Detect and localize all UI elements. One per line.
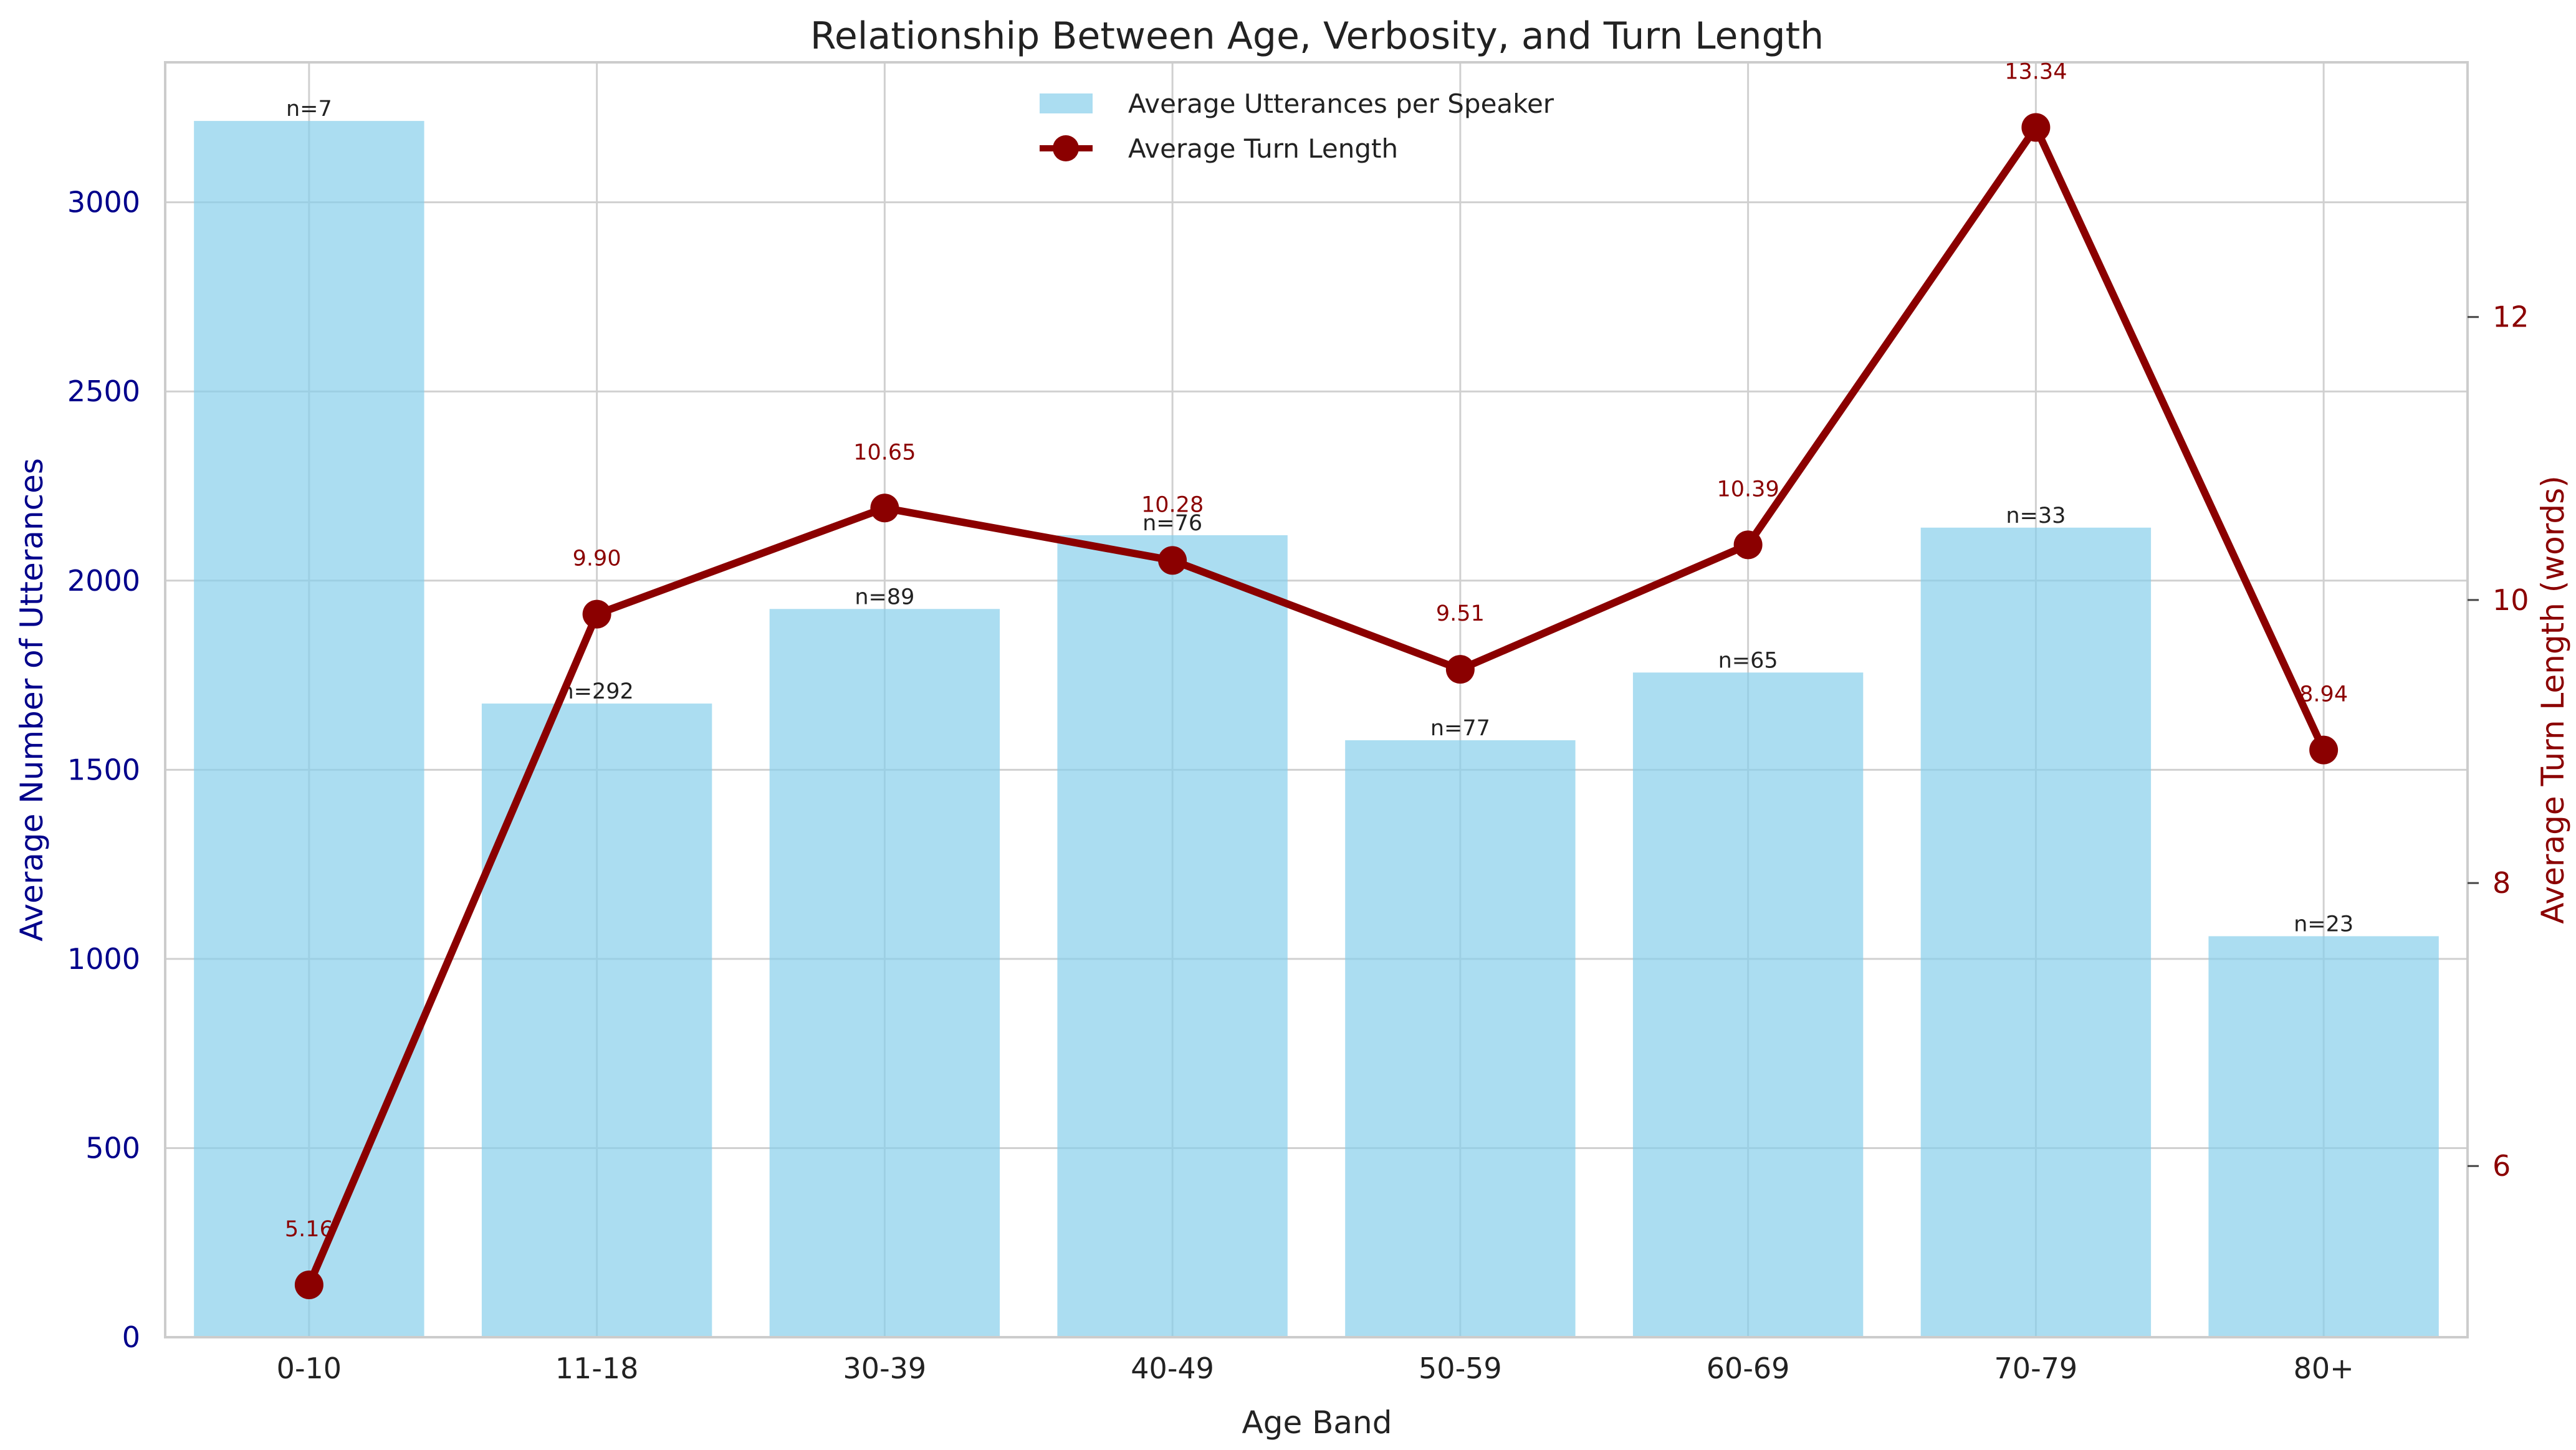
- turn-length-line: [294, 113, 2339, 1299]
- left-tick-label: 500: [85, 1131, 140, 1165]
- legend-bar-label: Average Utterances per Speaker: [1128, 88, 1554, 119]
- x-tick-label: 60-69: [1707, 1352, 1790, 1385]
- turn-length-value-label: 9.90: [573, 546, 621, 571]
- x-tick-label: 80+: [2294, 1352, 2354, 1385]
- right-axis-label: Average Turn Length (words): [2535, 475, 2571, 923]
- x-tick-label: 50-59: [1419, 1352, 1502, 1385]
- legend-bar-swatch: [1040, 93, 1093, 113]
- bar-count-label: n=33: [2006, 503, 2066, 528]
- x-tick-label: 11-18: [555, 1352, 639, 1385]
- bar-11-18: [481, 704, 712, 1337]
- turn-length-point-0-10: [294, 1270, 323, 1299]
- plot-frame: [164, 61, 2469, 1338]
- bar-0-10: [194, 121, 424, 1337]
- x-axis-label: Age Band: [1242, 1405, 1392, 1441]
- x-tick-label: 0-10: [277, 1352, 342, 1385]
- bar-count-label: n=76: [1142, 511, 1202, 536]
- bar-count-label: n=77: [1430, 716, 1490, 741]
- turn-length-value-label: 13.34: [2004, 59, 2067, 84]
- chart-title: Relationship Between Age, Verbosity, and…: [810, 14, 1824, 58]
- left-tick-label: 1000: [67, 942, 140, 976]
- turn-length-point-40-49: [1158, 546, 1187, 575]
- bar-count-label: n=292: [560, 679, 633, 704]
- right-axis-ticks: 6 8 10 12: [2468, 300, 2529, 1183]
- right-tick-label: 8: [2492, 866, 2511, 900]
- left-axis-ticks: 0 500 1000 1500 2000 2500 3000: [67, 186, 140, 1354]
- turn-length-point-60-69: [1733, 530, 1763, 560]
- bar-30-39: [769, 609, 1000, 1337]
- bar-80+: [2208, 936, 2439, 1337]
- bar-60-69: [1632, 672, 1864, 1337]
- legend-line-label: Average Turn Length: [1128, 133, 1398, 164]
- turn-length-value-label: 5.16: [285, 1217, 333, 1242]
- bar-labels: n=7 n=292 n=89 n=76 n=77 n=65 n=33 n=23: [286, 97, 2353, 937]
- left-tick-label: 2000: [67, 564, 140, 598]
- turn-length-point-70-79: [2021, 113, 2051, 142]
- bar-50-59: [1345, 740, 1576, 1337]
- bar-count-label: n=89: [855, 584, 914, 609]
- turn-length-value-label: 10.65: [853, 440, 916, 465]
- left-tick-label: 0: [122, 1320, 140, 1354]
- x-tick-label: 40-49: [1131, 1352, 1214, 1385]
- bar-70-79: [1920, 527, 2152, 1337]
- right-tick-label: 6: [2492, 1149, 2511, 1183]
- legend: Average Utterances per Speaker Average T…: [1040, 88, 1554, 164]
- turn-length-value-label: 9.51: [1436, 601, 1485, 626]
- turn-length-point-30-39: [870, 494, 899, 523]
- right-tick-label: 10: [2492, 583, 2529, 617]
- turn-length-value-label: 10.39: [1717, 477, 1779, 502]
- x-tick-label: 30-39: [843, 1352, 927, 1385]
- turn-length-value-label: 10.28: [1141, 492, 1204, 517]
- x-tick-label: 70-79: [1994, 1352, 2078, 1385]
- left-tick-label: 1500: [67, 753, 140, 786]
- turn-length-polyline: [305, 123, 2327, 1287]
- turn-length-point-80+: [2309, 735, 2339, 765]
- x-axis-ticks: 0-10 11-18 30-39 40-49 50-59 60-69 70-79 80+: [277, 1352, 2354, 1385]
- left-tick-label: 2500: [67, 374, 140, 408]
- line-labels: 5.16 9.90 10.65 10.28 9.51 10.39 13.34 8.94: [285, 59, 2348, 1242]
- bar-count-label: n=7: [286, 97, 332, 122]
- legend-line-marker: [1053, 135, 1079, 161]
- right-tick-label: 12: [2492, 300, 2529, 334]
- bar-40-49: [1057, 535, 1288, 1337]
- turn-length-point-11-18: [582, 599, 611, 629]
- turn-length-point-50-59: [1445, 655, 1475, 684]
- bar-count-label: n=65: [1718, 648, 1778, 673]
- left-tick-label: 3000: [67, 186, 140, 219]
- bars: [194, 121, 2439, 1337]
- turn-length-value-label: 8.94: [2299, 682, 2348, 707]
- left-axis-label: Average Number of Utterances: [14, 458, 50, 942]
- bar-count-label: n=23: [2294, 912, 2353, 937]
